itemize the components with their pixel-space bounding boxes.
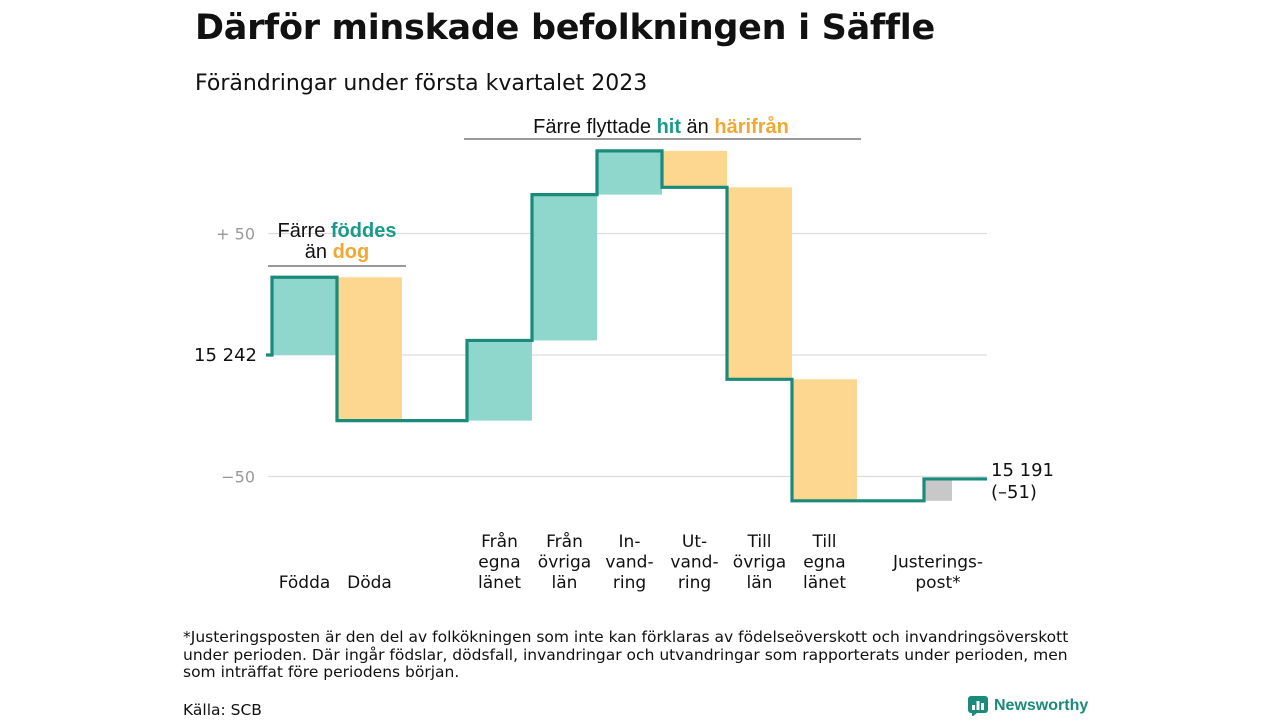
annotation-segment: Färre [278, 220, 331, 242]
category-label: Till [811, 532, 836, 552]
annotation-text: Färre föddes [278, 220, 397, 242]
category-label: egna [803, 553, 845, 573]
bar-in [468, 340, 532, 421]
annotation-segment: Färre flyttade [533, 116, 656, 138]
chart-subtitle: Förändringar under första kvartalet 2023 [195, 71, 648, 96]
step-line [266, 149, 987, 503]
category-label: övriga [538, 553, 591, 573]
category-label: Till [746, 532, 771, 552]
annotation-segment: föddes [331, 220, 397, 242]
annotation-segment: dog [333, 241, 370, 263]
y-tick-label: −50 [221, 468, 255, 487]
category-label: länet [803, 573, 846, 593]
category-label: Justerings- [892, 553, 983, 573]
annotation-text: än dog [305, 241, 369, 263]
bar-out [728, 187, 792, 380]
bar-in [598, 150, 662, 195]
bar-in [533, 194, 597, 341]
category-label: Från [481, 531, 518, 552]
category-label: övriga [733, 553, 786, 573]
category-label: egna [478, 553, 520, 573]
category-label: länet [478, 573, 521, 593]
category-label: Ut- [682, 532, 707, 552]
bar-out [793, 379, 857, 501]
start-value-label: 15 242 [194, 345, 257, 366]
category-label: post* [915, 573, 960, 593]
bar-chart-logo-icon [968, 696, 988, 716]
end-value-label: 15 191 [991, 460, 1054, 481]
y-tick-label: + 50 [216, 225, 255, 244]
bar-out [663, 150, 727, 188]
category-label: vand- [605, 553, 653, 573]
bar-in [273, 277, 337, 355]
category-label: ring [678, 573, 711, 593]
chart-title: Därför minskade befolkningen i Säffle [195, 8, 935, 48]
category-label: ring [613, 573, 646, 593]
footnote: *Justeringsposten är den del av folkökni… [183, 628, 1069, 681]
annotation-segment: hit [657, 116, 682, 138]
annotation-segment: än [305, 241, 333, 263]
category-label: In- [619, 532, 641, 552]
brand-logo: Newsworthy [968, 696, 1088, 716]
bar-adjust [924, 478, 952, 501]
bars [273, 150, 952, 501]
category-label: län [747, 573, 773, 593]
bar-out [338, 277, 402, 421]
annotation-text: Färre flyttade hit än härifrån [533, 115, 789, 138]
category-label: Från [546, 531, 583, 552]
source-note: Källa: SCB [183, 701, 262, 719]
annotation-segment: härifrån [714, 115, 788, 138]
annotation-segment: än [681, 116, 714, 138]
category-label: Födda [279, 573, 331, 593]
category-label: län [552, 573, 578, 593]
cumulative-line [266, 149, 987, 503]
brand-name: Newsworthy [994, 697, 1089, 714]
category-label: Döda [347, 573, 392, 593]
end-value-label: (–51) [991, 482, 1037, 503]
category-label: vand- [670, 553, 718, 573]
